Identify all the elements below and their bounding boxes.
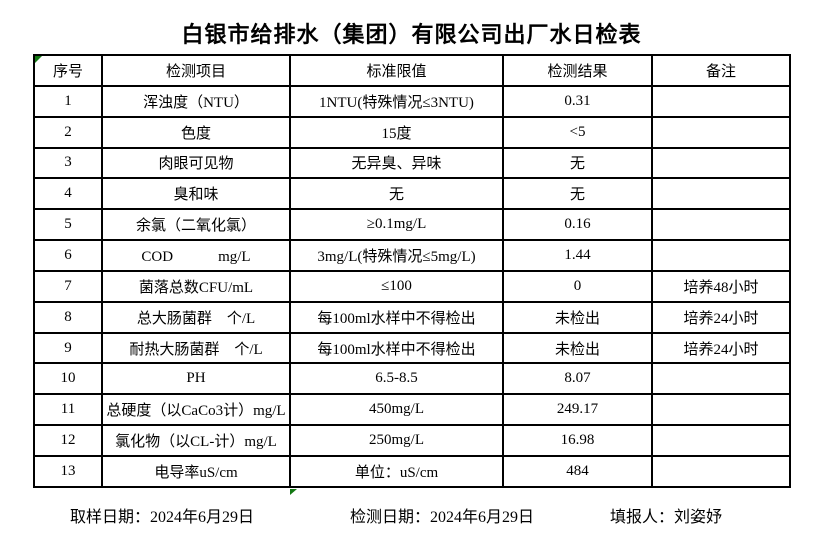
table-body: 1 浑浊度（NTU） 1NTU(特殊情况≤3NTU) 0.31 2 色度 15度 <5 3 肉眼可… xyxy=(33,84,791,488)
reporter-label: 填报人：刘姿妤 xyxy=(610,509,723,526)
cell-item: 肉眼可见物 xyxy=(101,146,291,180)
cell-remark xyxy=(651,84,791,118)
column-header-no: 序号 xyxy=(33,54,103,87)
cell-limit: 6.5-8.5 xyxy=(289,362,504,396)
cell-result: <5 xyxy=(502,115,653,149)
cell-limit: 1NTU(特殊情况≤3NTU) xyxy=(289,84,504,118)
cell-remark xyxy=(651,177,791,211)
cell-remark: 培养24小时 xyxy=(651,300,791,334)
cell-limit: 3mg/L(特殊情况≤5mg/L) xyxy=(289,239,504,272)
cell-item: 色度 xyxy=(101,115,291,149)
cell-item: 氯化物（以CL-计）mg/L xyxy=(101,424,291,457)
table-row: 11 总硬度（以CaCo3计）mg/L 450mg/L 249.17 xyxy=(33,393,791,427)
cell-result: 无 xyxy=(502,177,653,211)
cell-result: 16.98 xyxy=(502,424,653,457)
page-title: 白银市给排水（集团）有限公司出厂水日检表 xyxy=(181,22,642,47)
cell-remark xyxy=(651,454,791,488)
table-row: 12 氯化物（以CL-计）mg/L 250mg/L 16.98 xyxy=(33,424,791,457)
cell-limit: 无异臭、异味 xyxy=(289,146,504,180)
header-row: 序号 检测项目 标准限值 检测结果 备注 xyxy=(33,54,791,87)
cell-result: 0.16 xyxy=(502,208,653,242)
cell-result: 249.17 xyxy=(502,393,653,427)
cell-no: 2 xyxy=(33,115,103,149)
cell-no: 1 xyxy=(33,84,103,118)
table-row: 10 PH 6.5-8.5 8.07 xyxy=(33,362,791,396)
cell-limit: 每100ml水样中不得检出 xyxy=(289,331,504,365)
cell-no: 7 xyxy=(33,269,103,303)
cell-result: 0 xyxy=(502,269,653,303)
cell-limit: 无 xyxy=(289,177,504,211)
cell-item: 臭和味 xyxy=(101,177,291,211)
cell-remark xyxy=(651,239,791,272)
cell-no: 11 xyxy=(33,393,103,427)
cell-limit: 15度 xyxy=(289,115,504,149)
column-header-item: 检测项目 xyxy=(101,54,291,87)
test-date-label: 检测日期：2024年6月29日 xyxy=(350,509,535,526)
column-header-result: 检测结果 xyxy=(502,54,653,87)
cell-item: 总硬度（以CaCo3计）mg/L xyxy=(101,393,291,427)
cell-item: 浑浊度（NTU） xyxy=(101,84,291,118)
cell-item: 电导率uS/cm xyxy=(101,454,291,488)
cell-no: 3 xyxy=(33,146,103,180)
table-row: 9 耐热大肠菌群 个/L 每100ml水样中不得检出 未检出 培养24小时 xyxy=(33,331,791,365)
cell-item: 余氯（二氧化氯） xyxy=(101,208,291,242)
cell-limit: ≤100 xyxy=(289,269,504,303)
cell-limit: 单位：uS/cm xyxy=(289,454,504,488)
cell-corner-flag-icon xyxy=(290,489,297,495)
cell-remark xyxy=(651,146,791,180)
cell-remark xyxy=(651,424,791,457)
cell-no: 13 xyxy=(33,454,103,488)
cell-remark: 培养24小时 xyxy=(651,331,791,365)
sample-date-label: 取样日期：2024年6月29日 xyxy=(70,509,255,526)
cell-item: 菌落总数CFU/mL xyxy=(101,269,291,303)
daily-inspection-table: 序号 检测项目 标准限值 检测结果 备注 1 浑浊度（NTU） 1NTU(特殊情况≤3NTU… xyxy=(33,54,791,488)
cell-no: 6 xyxy=(33,239,103,272)
cell-no: 12 xyxy=(33,424,103,457)
cell-limit: ≥0.1mg/L xyxy=(289,208,504,242)
table-row: 2 色度 15度 <5 xyxy=(33,115,791,149)
cell-remark xyxy=(651,208,791,242)
cell-result: 0.31 xyxy=(502,84,653,118)
cell-item: 总大肠菌群 个/L xyxy=(101,300,291,334)
cell-remark xyxy=(651,362,791,396)
cell-no: 4 xyxy=(33,177,103,211)
cell-no: 10 xyxy=(33,362,103,396)
column-header-remark: 备注 xyxy=(651,54,791,87)
table-row: 5 余氯（二氧化氯） ≥0.1mg/L 0.16 xyxy=(33,208,791,242)
cell-item: COD mg/L xyxy=(101,239,291,272)
cell-remark xyxy=(651,115,791,149)
table-row: 8 总大肠菌群 个/L 每100ml水样中不得检出 未检出 培养24小时 xyxy=(33,300,791,334)
table-row: 1 浑浊度（NTU） 1NTU(特殊情况≤3NTU) 0.31 xyxy=(33,84,791,118)
cell-result: 未检出 xyxy=(502,300,653,334)
table-row: 13 电导率uS/cm 单位：uS/cm 484 xyxy=(33,454,791,488)
table-row: 7 菌落总数CFU/mL ≤100 0 培养48小时 xyxy=(33,269,791,303)
column-header-limit: 标准限值 xyxy=(289,54,504,87)
table-row: 6 COD mg/L 3mg/L(特殊情况≤5mg/L) 1.44 xyxy=(33,239,791,272)
cell-result: 无 xyxy=(502,146,653,180)
cell-limit: 250mg/L xyxy=(289,424,504,457)
cell-limit: 450mg/L xyxy=(289,393,504,427)
cell-result: 未检出 xyxy=(502,331,653,365)
table-row: 3 肉眼可见物 无异臭、异味无 xyxy=(33,146,791,180)
table-row: 4 臭和味无无 xyxy=(33,177,791,211)
cell-limit: 每100ml水样中不得检出 xyxy=(289,300,504,334)
cell-item: 耐热大肠菌群 个/L xyxy=(101,331,291,365)
cell-result: 1.44 xyxy=(502,239,653,272)
cell-item: PH xyxy=(101,362,291,396)
cell-remark xyxy=(651,393,791,427)
cell-no: 9 xyxy=(33,331,103,365)
cell-result: 8.07 xyxy=(502,362,653,396)
cell-no: 5 xyxy=(33,208,103,242)
cell-no: 8 xyxy=(33,300,103,334)
cell-result: 484 xyxy=(502,454,653,488)
cell-remark: 培养48小时 xyxy=(651,269,791,303)
